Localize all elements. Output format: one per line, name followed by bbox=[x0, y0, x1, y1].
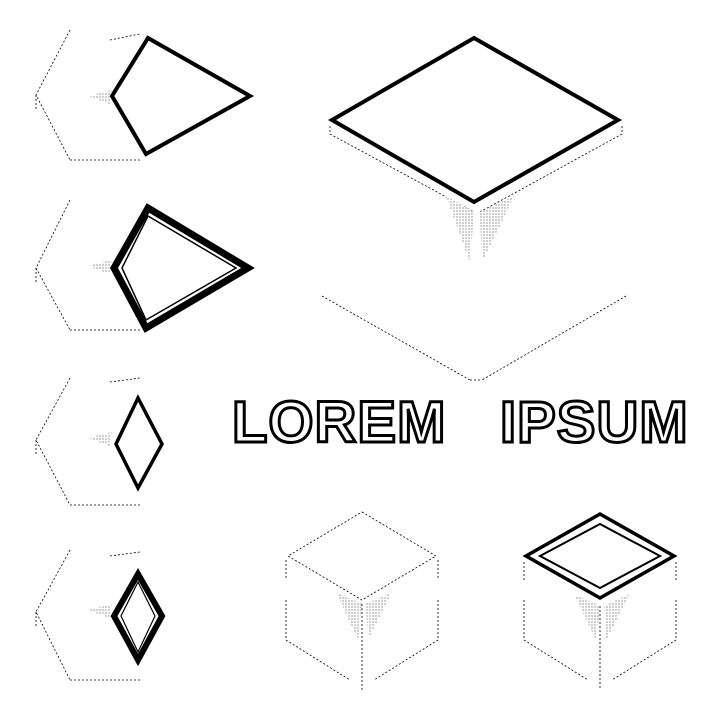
large-box-top bbox=[321, 35, 627, 381]
small-box-4 bbox=[35, 549, 166, 681]
medium-box-right bbox=[522, 511, 678, 690]
title-word-lorem: LOREM bbox=[230, 389, 447, 457]
medium-box-left bbox=[285, 511, 439, 690]
small-box-3 bbox=[35, 377, 164, 506]
small-box-2 bbox=[35, 199, 255, 333]
title-word-ipsum: IPSUM bbox=[499, 389, 690, 457]
small-box-1 bbox=[35, 29, 255, 161]
